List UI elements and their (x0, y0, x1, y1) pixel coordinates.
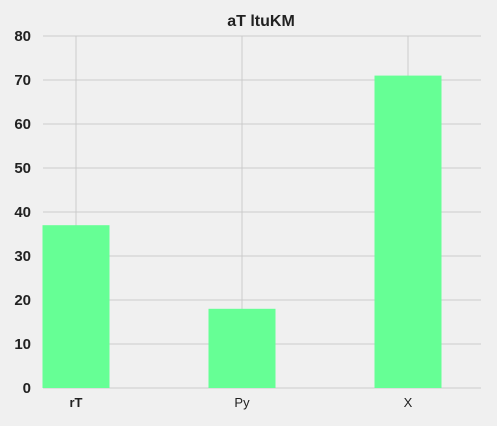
bar-X (374, 75, 442, 388)
y-tick-label: 70 (14, 72, 31, 89)
y-tick-label: 60 (14, 116, 31, 133)
y-tick-label: 0 (23, 380, 31, 397)
y-tick-label: 40 (14, 204, 31, 221)
y-tick-label: 30 (14, 248, 31, 265)
x-tick-label: Py (234, 395, 250, 410)
bars (42, 75, 442, 388)
y-tick-label: 50 (14, 160, 31, 177)
y-tick-label: 80 (14, 28, 31, 45)
x-tick-label: X (404, 395, 413, 410)
y-axis-ticks: 0 10 20 30 40 50 60 70 80 (14, 28, 31, 397)
chart-title: aT ltuKM (227, 13, 295, 30)
x-axis-ticks: rT Py X (70, 395, 413, 410)
y-tick-label: 10 (14, 336, 31, 353)
bar-rT (42, 225, 110, 388)
y-tick-label: 20 (14, 292, 31, 309)
x-tick-label: rT (70, 395, 83, 410)
bar-Py (208, 308, 276, 388)
